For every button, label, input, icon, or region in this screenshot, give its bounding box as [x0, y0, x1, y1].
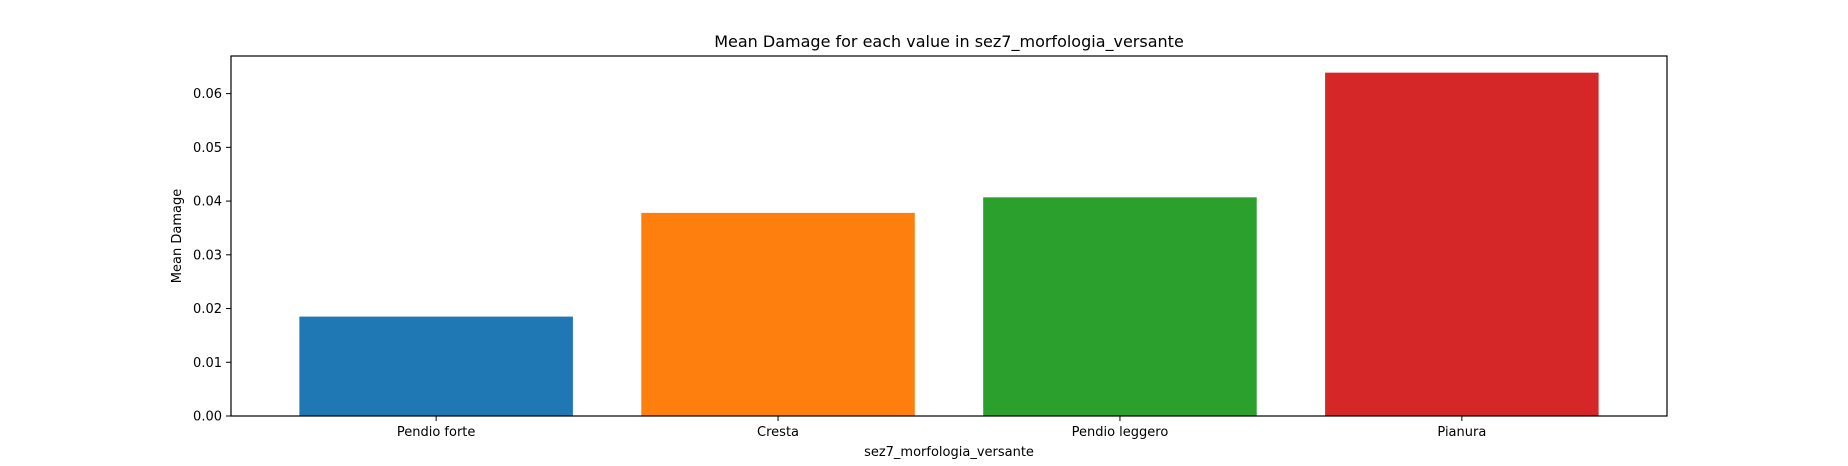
y-tick-label: 0.03 [193, 248, 222, 263]
y-tick-label: 0.02 [193, 302, 222, 317]
bar-cresta [641, 212, 915, 416]
y-tick-label: 0.01 [193, 356, 222, 371]
x-axis-label: sez7_morfologia_versante [864, 445, 1034, 460]
y-tick-label: 0.05 [193, 141, 222, 156]
y-tick-label: 0.06 [193, 87, 222, 102]
bar-pianura [1325, 72, 1599, 417]
y-tick-label: 0.00 [193, 410, 222, 425]
y-tick-label: 0.04 [193, 195, 222, 210]
x-tick-label: Pendio leggero [1072, 425, 1169, 440]
plot-frame [230, 55, 1668, 417]
bars [299, 72, 1599, 417]
chart-title: Mean Damage for each value in sez7_morfo… [714, 32, 1184, 52]
x-tick-label: Cresta [757, 425, 799, 440]
bar-pendio-leggero [983, 197, 1257, 416]
x-tick-label: Pianura [1437, 425, 1486, 440]
x-tick-label: Pendio forte [397, 425, 476, 440]
x-axis: Pendio forte Cresta Pendio leggero Pianura [397, 416, 1486, 440]
y-axis: 0.00 0.01 0.02 0.03 0.04 0.05 0.06 [193, 87, 231, 425]
y-axis-label: Mean Damage [170, 189, 185, 283]
bar-pendio-forte [299, 316, 573, 416]
